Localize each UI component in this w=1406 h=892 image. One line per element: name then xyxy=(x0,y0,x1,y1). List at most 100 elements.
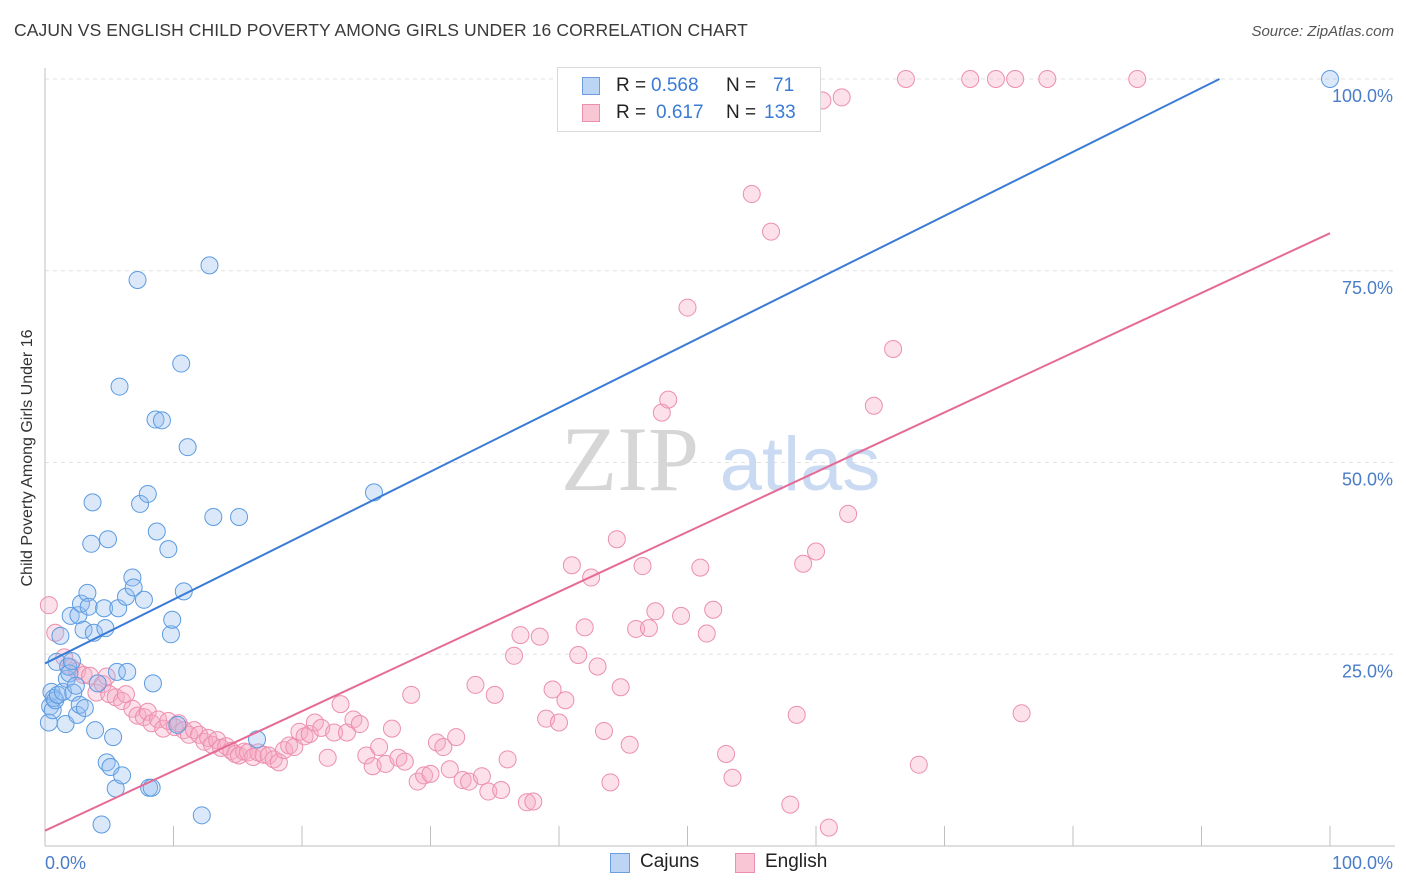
english-point xyxy=(357,746,376,765)
english-point xyxy=(550,713,568,732)
english-point xyxy=(742,185,761,204)
english-point xyxy=(794,554,813,573)
gridlines xyxy=(45,78,1395,655)
cajun-point xyxy=(128,270,147,289)
english-point xyxy=(472,767,491,786)
english-point xyxy=(543,680,562,699)
english-point xyxy=(594,721,613,740)
english-points xyxy=(39,70,1147,837)
cajun-point xyxy=(74,620,93,639)
cajun-r-label: R = xyxy=(616,75,647,96)
english-point xyxy=(39,596,58,615)
cajun-point xyxy=(62,652,81,671)
cajun-n-label: N = xyxy=(726,75,757,96)
english-point xyxy=(479,782,498,801)
english-point xyxy=(300,725,319,744)
bottom-english-label: English xyxy=(765,851,828,872)
cajun-point xyxy=(116,587,135,606)
cajun-trend-line xyxy=(44,78,1220,665)
english-point xyxy=(1012,704,1031,723)
english-point xyxy=(781,795,800,814)
cajun-swatch xyxy=(582,77,600,95)
english-point xyxy=(415,766,434,785)
cajun-point xyxy=(204,507,223,526)
cajun-point xyxy=(107,662,126,681)
english-point xyxy=(575,618,594,637)
y-tick-label: 25.0% xyxy=(1342,661,1393,681)
cajun-point xyxy=(172,354,191,373)
english-point xyxy=(601,773,620,792)
english-trend-line xyxy=(44,232,1331,832)
cajun-point xyxy=(66,676,85,695)
english-n-value: 133 xyxy=(764,102,796,123)
english-point xyxy=(864,396,883,415)
english-point xyxy=(530,627,549,646)
bottom-cajun-label: Cajuns xyxy=(640,851,700,872)
y-tick-label: 50.0% xyxy=(1342,470,1393,490)
english-point xyxy=(350,715,369,734)
cajun-point xyxy=(163,610,182,629)
english-point xyxy=(382,719,401,738)
english-point xyxy=(819,818,838,837)
english-point xyxy=(498,750,517,769)
cajun-point xyxy=(124,578,143,597)
cajun-point xyxy=(192,806,211,825)
cajun-point xyxy=(92,815,111,834)
english-point xyxy=(505,646,524,665)
cajun-point xyxy=(364,483,383,502)
english-point xyxy=(652,403,671,422)
english-point xyxy=(402,685,421,704)
cajun-point xyxy=(70,695,89,714)
english-point xyxy=(254,745,273,764)
english-point xyxy=(466,675,485,694)
english-point xyxy=(762,222,781,241)
english-point xyxy=(672,606,691,625)
x-tick-label-max: 100.0% xyxy=(1332,853,1393,873)
english-point xyxy=(337,723,356,742)
english-point xyxy=(569,646,588,665)
cajun-point xyxy=(178,438,197,457)
english-point xyxy=(832,88,851,107)
cajun-point xyxy=(161,625,180,644)
cajun-point xyxy=(146,410,165,429)
correlation-legend: R = 0.568 N = 71 R = 0.617 N = 133 xyxy=(557,67,821,132)
watermark: ZIP atlas xyxy=(561,408,880,510)
english-point xyxy=(453,771,472,790)
english-point xyxy=(633,557,652,576)
english-point xyxy=(434,738,453,757)
english-point xyxy=(697,624,716,643)
axes xyxy=(44,68,1395,847)
english-point xyxy=(986,70,1005,88)
cajun-point xyxy=(78,583,97,602)
x-tick-label-min: 0.0% xyxy=(45,853,86,873)
cajun-point xyxy=(83,493,102,512)
cajun-point xyxy=(61,606,80,625)
english-point xyxy=(896,70,915,88)
english-point xyxy=(588,657,607,676)
english-point xyxy=(395,752,414,771)
english-point xyxy=(511,626,530,645)
chart-title: CAJUN VS ENGLISH CHILD POVERTY AMONG GIR… xyxy=(14,20,748,40)
cajun-point xyxy=(79,597,98,616)
english-point xyxy=(331,695,350,714)
english-point xyxy=(646,602,665,621)
cajun-point xyxy=(168,715,187,734)
english-point xyxy=(807,542,825,561)
english-r-value: 0.617 xyxy=(656,102,704,123)
y-tick-label: 100.0% xyxy=(1332,86,1393,106)
cajun-point xyxy=(82,534,101,553)
english-point xyxy=(370,738,389,757)
bottom-english-swatch xyxy=(735,853,755,873)
english-point xyxy=(46,623,65,642)
cajun-point xyxy=(88,674,107,693)
y-tick-label: 75.0% xyxy=(1342,278,1393,298)
english-point xyxy=(1128,70,1147,88)
cajun-point xyxy=(95,599,114,618)
cajun-point xyxy=(98,530,117,549)
cajun-point xyxy=(200,256,219,275)
english-point xyxy=(620,735,639,754)
english-point xyxy=(839,504,858,523)
cajun-point xyxy=(131,494,150,513)
english-point xyxy=(787,705,806,724)
